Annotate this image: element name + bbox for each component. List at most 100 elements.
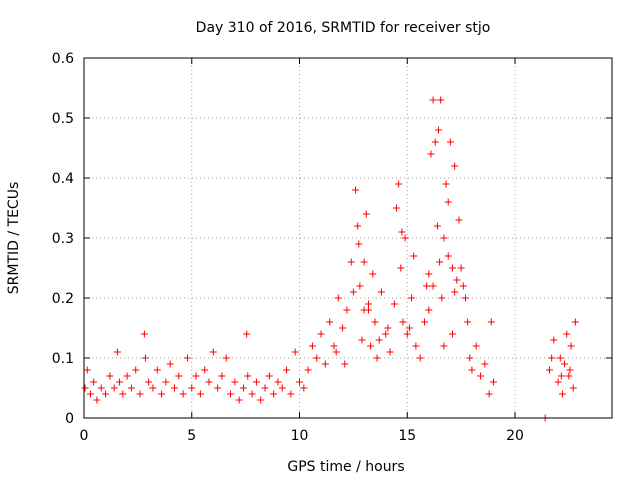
data-point (93, 396, 101, 404)
data-point (317, 330, 325, 338)
data-point (356, 282, 364, 290)
data-point (377, 288, 385, 296)
data-point (110, 384, 118, 392)
data-point (399, 318, 407, 326)
data-point (440, 342, 448, 350)
data-point (321, 360, 329, 368)
data-point (398, 228, 406, 236)
data-point (425, 306, 433, 314)
data-point (248, 390, 256, 398)
data-point (140, 330, 148, 338)
tick-labels: 0 0.1 0.2 0.3 0.4 0.5 0.6 0 5 10 15 20 (52, 51, 524, 444)
data-point (438, 294, 446, 302)
data-point (183, 354, 191, 362)
data-point (300, 384, 308, 392)
data-point (449, 330, 457, 338)
data-point (451, 288, 459, 296)
data-point (371, 318, 379, 326)
data-point (472, 342, 480, 350)
data-point (362, 210, 370, 218)
data-point (141, 354, 149, 362)
data-point (83, 366, 91, 374)
data-point (81, 384, 89, 392)
data-point (548, 354, 556, 362)
y-tick-label: 0.2 (52, 291, 74, 307)
data-point (355, 240, 363, 248)
data-point (364, 300, 372, 308)
data-point (569, 384, 577, 392)
data-point (136, 390, 144, 398)
data-point (367, 342, 375, 350)
data-point (485, 390, 493, 398)
data-point (427, 150, 435, 158)
data-point (453, 276, 461, 284)
data-point (358, 336, 366, 344)
data-point (347, 258, 355, 266)
data-point (546, 366, 554, 374)
data-point (461, 294, 469, 302)
y-tick-label: 0.5 (52, 111, 74, 127)
data-point (360, 306, 368, 314)
data-point (313, 354, 321, 362)
data-point (192, 372, 200, 380)
x-tick-label: 15 (398, 428, 416, 444)
y-tick-label: 0.1 (52, 351, 74, 367)
data-point (166, 360, 174, 368)
data-point (119, 390, 127, 398)
y-tick-label: 0.3 (52, 231, 74, 247)
data-point (442, 180, 450, 188)
data-point (455, 216, 463, 224)
data-point (444, 252, 452, 260)
data-point (123, 372, 131, 380)
data-point (384, 324, 392, 332)
data-point (429, 282, 437, 290)
data-point (106, 372, 114, 380)
data-point (102, 390, 110, 398)
data-point (90, 378, 98, 386)
data-point (489, 378, 497, 386)
x-tick-label: 5 (187, 428, 196, 444)
data-point (296, 378, 304, 386)
data-point (86, 390, 94, 398)
data-point (446, 138, 454, 146)
y-tick-label: 0.6 (52, 51, 74, 67)
data-point (436, 258, 444, 266)
data-point (425, 270, 433, 278)
data-point (554, 378, 562, 386)
data-point (341, 360, 349, 368)
data-point (354, 222, 362, 230)
data-point (382, 330, 390, 338)
data-point (244, 372, 252, 380)
grid (84, 58, 612, 418)
data-point (468, 366, 476, 374)
data-point (283, 366, 291, 374)
data-point (116, 378, 124, 386)
data-point (360, 258, 368, 266)
data-point (435, 126, 443, 134)
data-point (145, 378, 153, 386)
data-point (334, 294, 342, 302)
data-point (433, 222, 441, 230)
data-point (437, 96, 445, 104)
data-point (352, 186, 360, 194)
data-point (162, 378, 170, 386)
data-point (566, 366, 574, 374)
data-point (171, 384, 179, 392)
data-point (565, 372, 573, 380)
data-point (563, 330, 571, 338)
data-point (330, 342, 338, 350)
data-point (561, 360, 569, 368)
chart-title: Day 310 of 2016, SRMTID for receiver stj… (196, 20, 491, 36)
data-point (408, 294, 416, 302)
data-point (308, 342, 316, 350)
x-tick-label: 20 (506, 428, 524, 444)
plot-frame (83, 57, 613, 419)
data-point (556, 354, 564, 362)
data-point (392, 204, 400, 212)
data-point (149, 384, 157, 392)
data-point (550, 336, 558, 344)
data-point (127, 384, 135, 392)
data-point (466, 354, 474, 362)
data-point (261, 384, 269, 392)
data-point (401, 234, 409, 242)
